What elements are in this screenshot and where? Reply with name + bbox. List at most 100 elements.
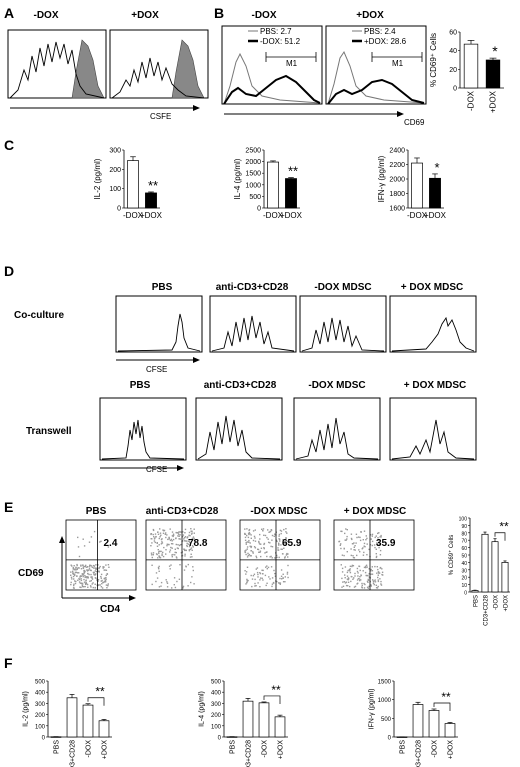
- bar-chart-f-il4: 0 100 200 300 400 500 IL-4 (pg/ml) PBS CD3+CD28 -…: [199, 680, 288, 767]
- dot-plot-event: [158, 570, 160, 572]
- dot-plot-event: [72, 575, 75, 578]
- category-label: -DOX: [494, 595, 500, 610]
- dot-plot-frame: [65, 519, 137, 591]
- dot-plot-event: [360, 531, 362, 533]
- y-tick-label: 60: [461, 546, 467, 552]
- dot-plot-event: [73, 569, 76, 571]
- dot-plot-event: [187, 585, 189, 587]
- dot-plot-event: [245, 583, 247, 585]
- dot-plot-event: [375, 587, 378, 589]
- dot-plot-event: [72, 570, 74, 572]
- dot-plot-event: [246, 556, 249, 558]
- dot-plot-event: [247, 532, 250, 535]
- dot-plot-event: [75, 580, 77, 583]
- dot-plot-event: [278, 535, 280, 537]
- dot-plot-event: [150, 533, 152, 536]
- panel-a-header-minus-dox: -DOX: [34, 10, 59, 21]
- dot-plot-event: [160, 550, 162, 553]
- dot-plot-event: [158, 565, 160, 568]
- dot-plot-event: [184, 549, 186, 552]
- dot-plot-event: [171, 531, 174, 533]
- dot-plot-event: [95, 564, 97, 566]
- panel-e-x-arrow-head-icon: [129, 595, 136, 601]
- dot-plot-event: [172, 538, 175, 541]
- dot-plot-event: [359, 569, 361, 572]
- dot-plot-event: [168, 538, 170, 540]
- dot-plot-event: [268, 531, 270, 533]
- panel-b: B -DOX +DOX PBS: 2.7 -DOX: 51.2 M1 PBS: …: [214, 5, 427, 127]
- y-tick-label: 20: [461, 576, 467, 582]
- dot-plot-event: [86, 577, 88, 579]
- dot-plot-event: [344, 577, 346, 579]
- dot-plot-event: [252, 551, 254, 553]
- dot-plot-event: [287, 556, 289, 558]
- dot-plot-event: [252, 552, 254, 554]
- dot-plot-event: [151, 556, 153, 559]
- dot-plot-event: [286, 532, 288, 534]
- dot-plot-event: [188, 545, 191, 548]
- dot-plot-event: [158, 555, 160, 557]
- dot-plot-event: [273, 582, 275, 584]
- dot-plot-event: [172, 535, 174, 538]
- histogram-line-coculture-plus-dox: [391, 316, 475, 352]
- dot-plot-event: [363, 530, 366, 532]
- dot-plot-event: [100, 573, 103, 576]
- dot-plot-event: [374, 536, 376, 539]
- panel-d-transwell-arrow-head-icon: [177, 465, 184, 471]
- dot-plot-event: [166, 586, 169, 588]
- y-tick-label: 1000: [245, 182, 261, 189]
- dot-plot-event: [161, 554, 163, 557]
- histogram-frame-a-plus-dox: [109, 29, 209, 99]
- dot-plot-event: [258, 551, 260, 553]
- dot-plot-event: [346, 529, 348, 531]
- dot-plot-event: [284, 557, 286, 559]
- dot-plot-event: [185, 549, 187, 551]
- dot-plot-event: [73, 584, 75, 587]
- dot-plot-event: [177, 547, 179, 550]
- dot-plot-event: [378, 572, 380, 574]
- significance-marker: *: [492, 43, 498, 59]
- dot-plot-event: [87, 576, 89, 578]
- dot-plot-event: [345, 584, 348, 587]
- dot-plot-event: [175, 537, 177, 540]
- dot-plot-event: [176, 547, 179, 549]
- dot-plot-event: [259, 551, 261, 553]
- dot-plot-event: [347, 579, 349, 581]
- dot-plot-event: [152, 528, 155, 531]
- dot-plot-event: [361, 548, 363, 550]
- dot-plot-event: [189, 548, 192, 550]
- category-label: PBS: [474, 595, 480, 607]
- dot-plot-event: [345, 528, 347, 530]
- dot-plot-event: [77, 579, 79, 581]
- dot-plot-event: [352, 565, 355, 567]
- dot-plot-event: [248, 531, 251, 534]
- dot-plot-event: [264, 534, 267, 537]
- quadrant-value: 2.4: [104, 538, 118, 549]
- significance-bracket: [433, 702, 451, 711]
- dot-plot-event: [363, 566, 366, 569]
- panel-a-xlabel: CSFE: [150, 112, 171, 121]
- dot-plot-event: [380, 534, 382, 537]
- bar--dox: [127, 160, 139, 209]
- dot-plot-event: [362, 554, 365, 556]
- y-tick-label: 20: [449, 67, 457, 74]
- dot-plot-event: [348, 569, 351, 571]
- y-axis-label: % CD69⁺ Cells: [448, 535, 455, 576]
- dot-plot-event: [246, 578, 248, 581]
- dot-plot-event: [100, 540, 102, 542]
- dot-plot-event: [340, 543, 342, 545]
- dot-plot-event: [106, 573, 109, 575]
- dot-plot-event: [356, 554, 358, 557]
- dot-plot-event: [263, 542, 266, 545]
- dot-plot-event: [261, 569, 263, 571]
- dot-plot-event: [97, 584, 99, 587]
- dot-plot-event: [178, 544, 181, 547]
- dot-plot-event: [182, 585, 185, 588]
- dot-plot-event: [91, 578, 94, 580]
- dot-plot-event: [362, 539, 364, 541]
- dot-plot-event: [341, 577, 343, 580]
- dot-plot-event: [80, 578, 82, 580]
- dot-plot-event: [190, 547, 193, 549]
- y-axis-label: IL-2 (pg/ml): [93, 158, 102, 199]
- dot-plot-event: [80, 565, 82, 567]
